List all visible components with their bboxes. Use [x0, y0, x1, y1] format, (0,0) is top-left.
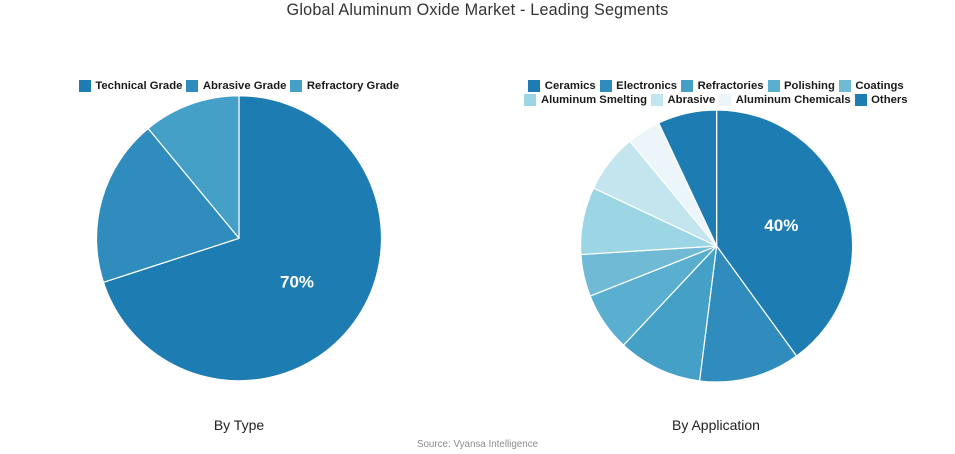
svg-text:70%: 70%	[280, 272, 314, 291]
svg-text:40%: 40%	[764, 216, 798, 235]
